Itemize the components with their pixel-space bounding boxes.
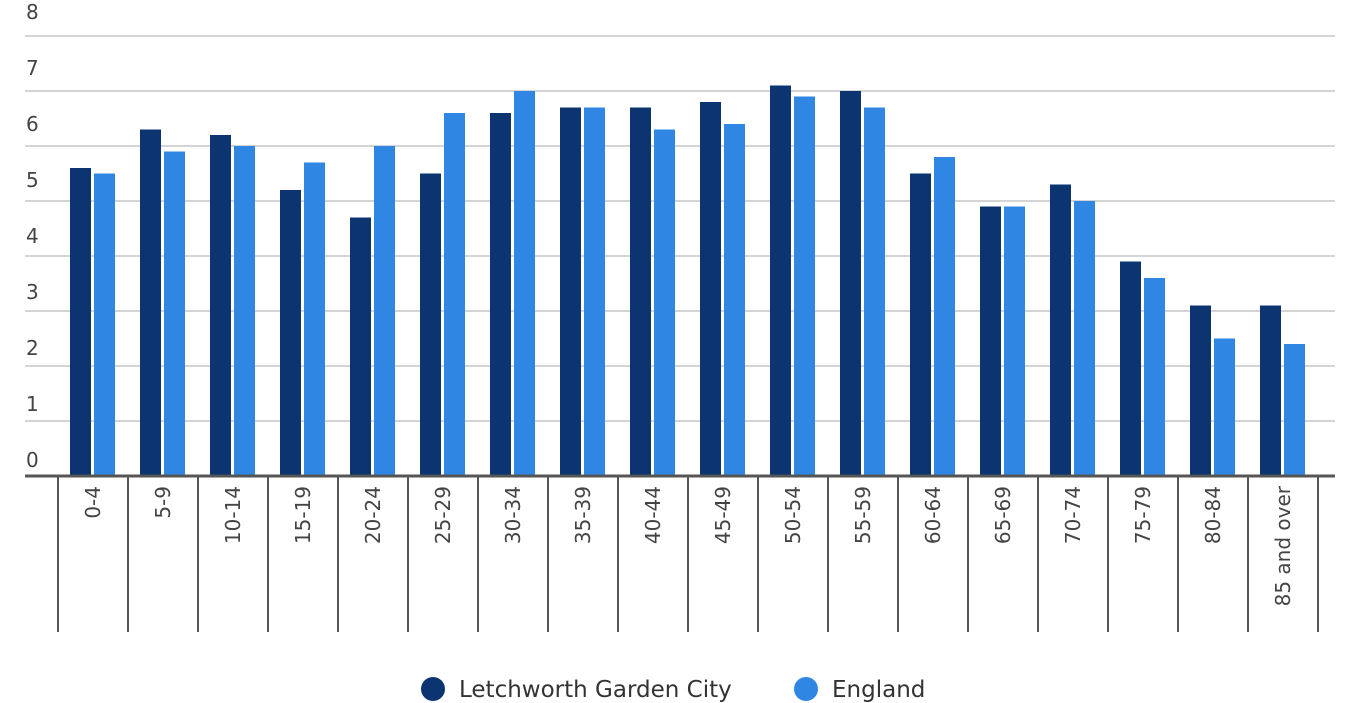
x-tick-label: 10-14 [221,486,245,544]
bar-letchworth-10-14 [210,135,231,476]
bar-letchworth-45-49 [700,102,721,476]
bar-letchworth-40-44 [630,107,651,476]
y-axis-tick-labels: 0 1 2 3 4 5 6 7 8 [26,0,39,472]
y-tick-label: 6 [26,112,39,136]
bar-england-30-34 [514,91,535,476]
bar-england-35-39 [584,107,605,476]
y-tick-label: 4 [26,224,39,248]
bar-letchworth-35-39 [560,107,581,476]
bar-letchworth-75-79 [1120,261,1141,476]
legend: Letchworth Garden City England [421,677,925,703]
x-tick-label: 55-59 [851,486,875,544]
y-tick-label: 1 [26,392,39,416]
bar-england-20-24 [374,146,395,476]
x-tick-label: 50-54 [781,486,805,544]
x-tick-label: 40-44 [641,486,665,544]
bar-letchworth-65-69 [980,206,1001,476]
bar-letchworth-80-84 [1190,305,1211,476]
bar-england-60-64 [934,157,955,476]
x-tick-label: 80-84 [1201,486,1225,544]
legend-marker-england [794,677,818,701]
x-tick-label: 60-64 [921,486,945,544]
bars [70,85,1305,476]
bar-england-5-9 [164,151,185,476]
legend-marker-letchworth [421,677,445,701]
bar-england-65-69 [1004,206,1025,476]
x-tick-label: 85 and over [1271,485,1295,606]
bar-letchworth-25-29 [420,173,441,476]
bar-letchworth-55-59 [840,91,861,476]
bar-england-55-59 [864,107,885,476]
bar-england-75-79 [1144,278,1165,476]
x-tick-label: 75-79 [1131,486,1155,544]
bar-england-70-74 [1074,201,1095,476]
bar-england-15-19 [304,162,325,476]
x-tick-label: 0-4 [81,486,105,519]
y-tick-label: 8 [26,0,39,24]
y-tick-label: 7 [26,56,39,80]
bar-letchworth-15-19 [280,190,301,476]
bar-letchworth-5-9 [140,129,161,476]
bar-england-85-and-over [1284,344,1305,476]
x-tick-label: 65-69 [991,486,1015,544]
x-tick-label: 5-9 [151,486,175,519]
x-tick-label: 30-34 [501,486,525,544]
bar-letchworth-20-24 [350,217,371,476]
bar-england-40-44 [654,129,675,476]
x-axis: 0-4 5-9 10-14 15-19 20-24 25-29 30-34 35-39 40-4… [25,474,1335,632]
x-tick-label: 25-29 [431,486,455,544]
bar-england-10-14 [234,146,255,476]
bar-england-45-49 [724,124,745,476]
bar-letchworth-85-and-over [1260,305,1281,476]
x-tick-label: 20-24 [361,486,385,544]
x-tick-label: 45-49 [711,486,735,544]
bar-england-0-4 [94,173,115,476]
bar-england-50-54 [794,96,815,476]
y-tick-label: 5 [26,168,39,192]
bar-letchworth-30-34 [490,113,511,476]
bar-letchworth-60-64 [910,173,931,476]
x-tick-label: 70-74 [1061,486,1085,544]
x-tick-label: 35-39 [571,486,595,544]
legend-label-letchworth: Letchworth Garden City [459,677,732,703]
x-tick-label: 15-19 [291,486,315,544]
y-tick-label: 3 [26,280,39,304]
bar-letchworth-0-4 [70,168,91,476]
bar-england-25-29 [444,113,465,476]
y-tick-label: 0 [26,448,39,472]
bar-england-80-84 [1214,338,1235,476]
bar-letchworth-50-54 [770,85,791,476]
legend-label-england: England [832,677,925,703]
bar-letchworth-70-74 [1050,184,1071,476]
y-tick-label: 2 [26,336,39,360]
